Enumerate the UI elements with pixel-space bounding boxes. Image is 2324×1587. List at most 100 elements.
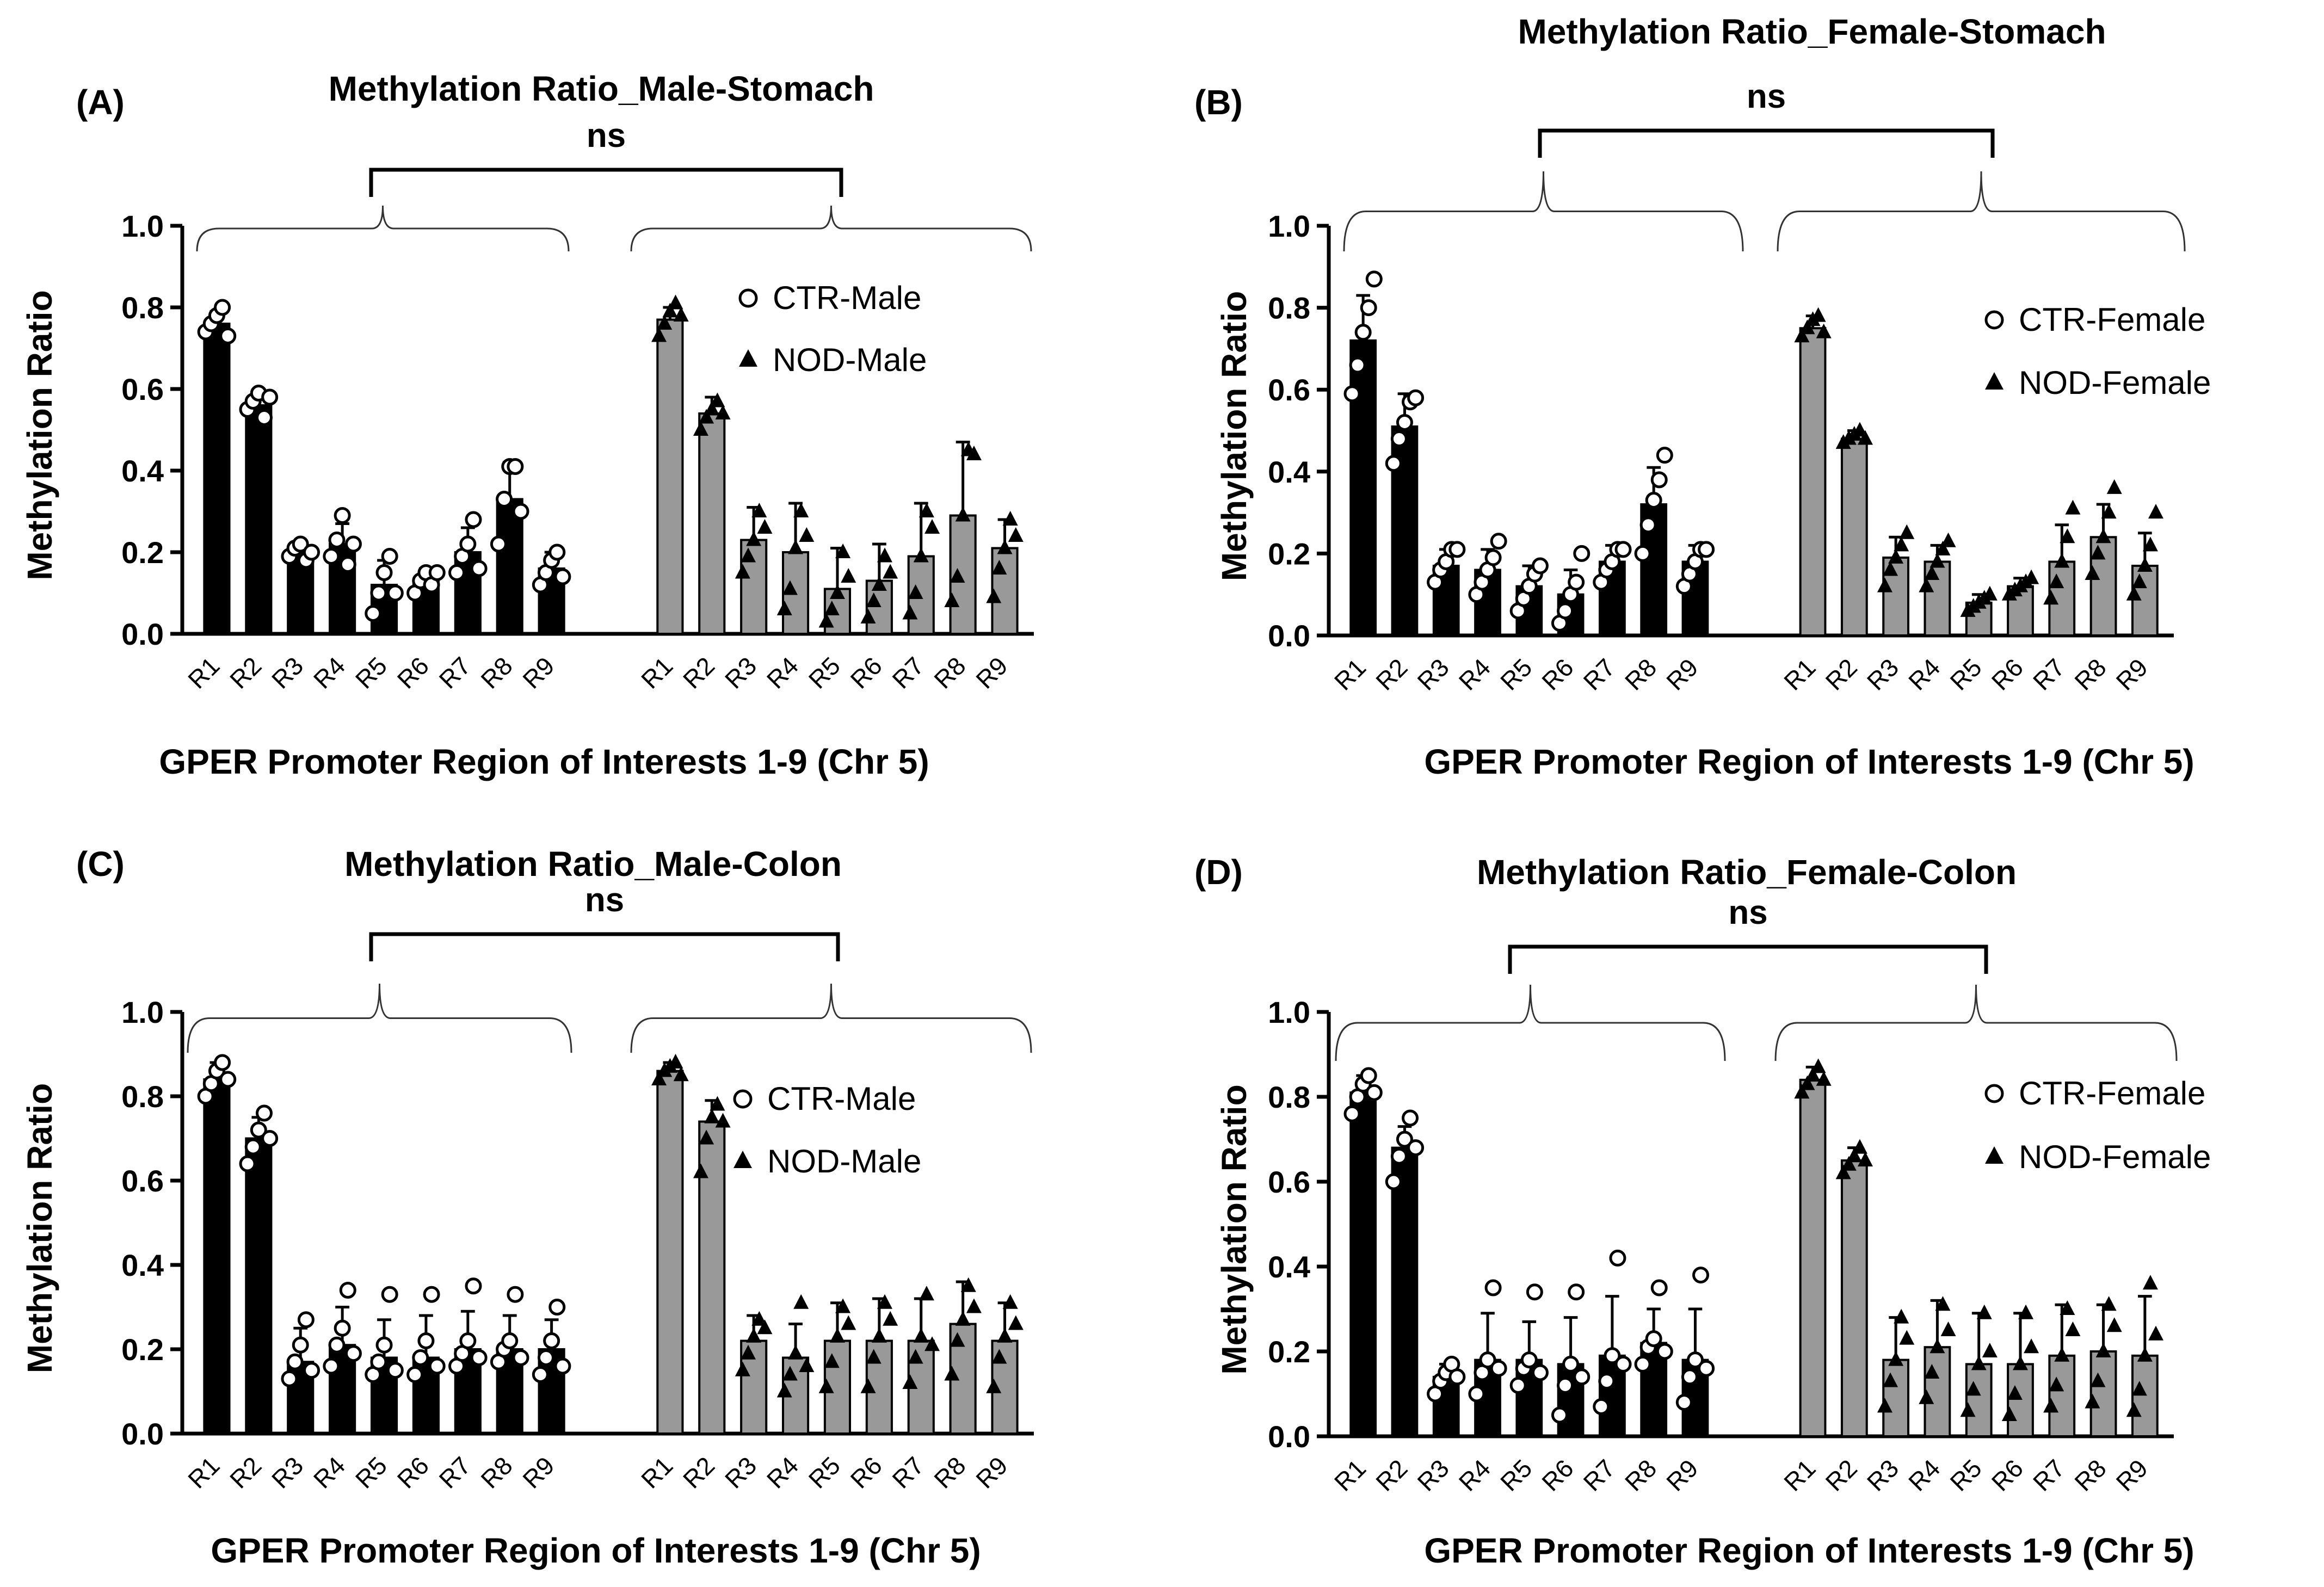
- y-tick-label: 0.6: [121, 372, 164, 406]
- data-point-nod: [818, 1378, 834, 1393]
- panel-label: (C): [76, 844, 125, 884]
- data-point-ctr: [1354, 324, 1372, 341]
- data-point-ctr: [281, 1370, 298, 1387]
- x-tick-label: R7: [2027, 653, 2070, 695]
- significance-bracket: [1508, 944, 1988, 974]
- x-tick-label: R1: [1778, 653, 1821, 695]
- data-point-nod: [693, 421, 708, 436]
- data-point-nod: [871, 1327, 887, 1343]
- data-point-ctr: [1531, 557, 1549, 575]
- data-point-ctr: [459, 1332, 477, 1349]
- data-point-nod: [960, 1277, 976, 1292]
- bar-CTR-Male-R1: [203, 323, 231, 635]
- x-tick-label: R6: [1986, 653, 2029, 695]
- x-tick-label: R4: [1903, 1454, 1945, 1496]
- data-point-nod: [2126, 1402, 2142, 1417]
- y-tick-label: 0.2: [121, 1332, 164, 1367]
- legend-label: CTR-Male: [767, 1080, 916, 1117]
- data-point-nod: [2060, 1300, 2075, 1315]
- data-point-nod: [1857, 430, 1873, 445]
- x-tick-label: R3: [1861, 1454, 1904, 1496]
- data-point-nod: [673, 1066, 689, 1082]
- data-point-ctr: [239, 1155, 256, 1172]
- data-point-ctr: [1484, 1279, 1502, 1296]
- data-point-ctr: [512, 503, 529, 520]
- data-point-ctr: [1557, 602, 1574, 620]
- bar-NOD-Male-R1: [656, 318, 684, 635]
- data-point-ctr: [1656, 447, 1673, 464]
- group-brace-ctr: [1343, 171, 1744, 252]
- data-point-nod: [715, 1113, 731, 1128]
- data-point-nod: [2043, 1398, 2059, 1413]
- x-tick-label: R5: [350, 1451, 392, 1493]
- data-point-ctr: [1385, 1173, 1402, 1190]
- legend-label: CTR-Male: [773, 280, 921, 316]
- data-point-nod: [2024, 1338, 2039, 1354]
- x-tick-label: R7: [886, 651, 929, 694]
- data-point-ctr: [1645, 1330, 1662, 1348]
- data-point-nod: [673, 307, 689, 322]
- data-point-ctr: [323, 548, 340, 565]
- data-point-ctr: [370, 584, 387, 602]
- data-point-nod: [799, 527, 815, 542]
- data-point-nod: [1982, 1343, 1998, 1357]
- data-point-ctr: [532, 1366, 549, 1383]
- bar-NOD-Female-R7: [2048, 1354, 2076, 1438]
- data-point-nod: [877, 547, 893, 563]
- data-point-nod: [1816, 323, 1832, 338]
- group-brace-nod: [1777, 171, 2186, 252]
- x-tick-label: R9: [517, 1451, 559, 1493]
- data-point-ctr: [286, 1353, 304, 1370]
- x-tick-label: R9: [970, 1451, 1013, 1493]
- bar-NOD-Male-R2: [698, 412, 726, 635]
- data-point-ctr: [1365, 270, 1383, 288]
- data-point-ctr: [1604, 1347, 1621, 1364]
- data-point-nod: [799, 1357, 815, 1372]
- legend-label: NOD-Male: [773, 342, 927, 378]
- data-point-nod: [918, 503, 934, 517]
- data-point-nod: [2065, 499, 2081, 515]
- x-tick-label: R3: [719, 1451, 762, 1493]
- group-brace-ctr: [1335, 984, 1726, 1061]
- y-tick-label: 0.2: [121, 535, 164, 570]
- x-tick-label: R8: [2069, 1454, 2111, 1496]
- data-point-nod: [2018, 1304, 2034, 1319]
- data-point-ctr: [537, 1349, 554, 1366]
- data-point-nod: [1852, 422, 1867, 437]
- data-point-nod: [1930, 1338, 1945, 1354]
- data-point-nod: [668, 294, 683, 310]
- x-tick-label: R1: [182, 1451, 225, 1493]
- data-point-nod: [757, 1319, 773, 1335]
- data-point-nod: [2090, 1372, 2106, 1387]
- bar-CTR-Male-R2: [245, 1137, 273, 1435]
- x-tick-label: R6: [1536, 653, 1579, 695]
- significance-label: ns: [1728, 894, 1767, 931]
- data-point-nod: [1919, 1389, 1934, 1404]
- x-tick-label: R4: [1453, 1454, 1496, 1496]
- data-point-nod: [2054, 553, 2070, 568]
- x-tick-label: R9: [970, 651, 1013, 694]
- data-point-ctr: [1692, 1267, 1710, 1284]
- data-point-nod: [751, 503, 767, 517]
- data-point-nod: [2095, 528, 2111, 544]
- legend-marker-ctr: [738, 288, 758, 308]
- data-point-ctr: [1681, 1368, 1698, 1386]
- data-point-nod: [2137, 557, 2153, 572]
- x-tick-label: R8: [1619, 1454, 1662, 1496]
- data-point-ctr: [255, 1104, 273, 1122]
- data-point-nod: [782, 580, 798, 595]
- data-point-nod: [1899, 1330, 1915, 1345]
- data-point-nod: [651, 1071, 667, 1085]
- data-point-nod: [918, 1286, 934, 1301]
- data-point-nod: [1940, 532, 1956, 547]
- data-point-ctr: [1568, 1283, 1585, 1301]
- x-tick-label: R6: [392, 651, 434, 694]
- x-tick-label: R1: [182, 651, 225, 694]
- x-tick-label: R7: [434, 1451, 476, 1493]
- y-tick-label: 0.2: [1268, 536, 1310, 571]
- data-point-nod: [1846, 1147, 1862, 1163]
- data-point-ctr: [1390, 430, 1408, 448]
- x-tick-label: R4: [1453, 653, 1496, 695]
- data-point-ctr: [406, 1366, 424, 1383]
